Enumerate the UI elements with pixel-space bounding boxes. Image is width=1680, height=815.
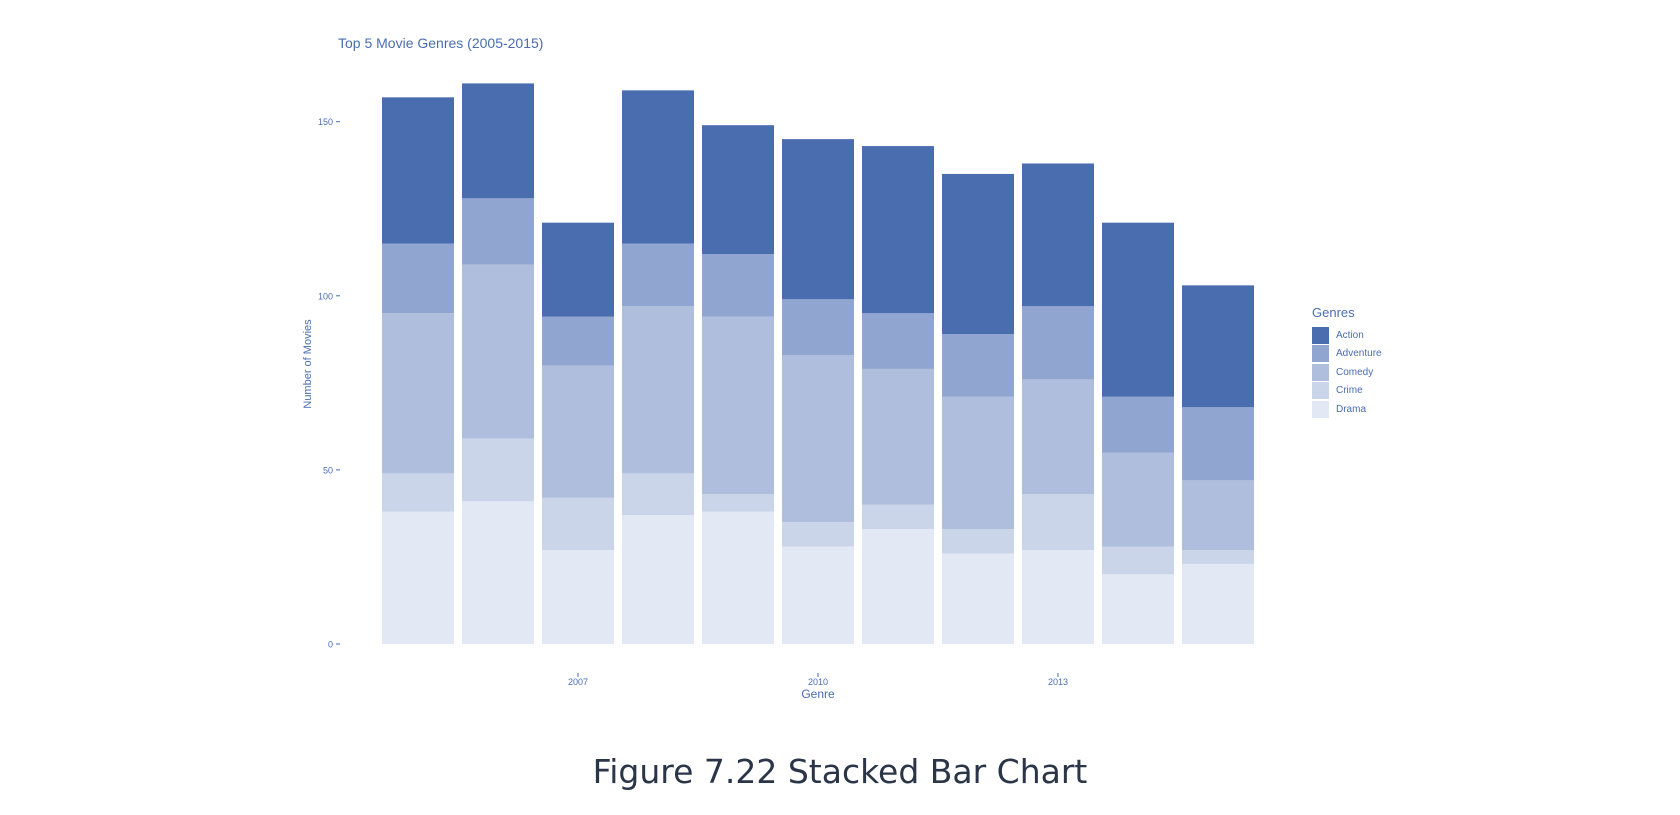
- bar-segment-comedy-2009: [702, 316, 774, 495]
- stacked-bar-chart: Top 5 Movie Genres (2005-2015) Number of…: [302, 35, 1254, 701]
- y-tick-label: 50: [323, 465, 333, 475]
- bar-segment-drama-2014: [1102, 574, 1174, 644]
- legend-items: Action Adventure Comedy Crime Drama: [1312, 326, 1382, 419]
- figure-caption: Figure 7.22 Stacked Bar Chart: [592, 752, 1088, 791]
- bar-segment-comedy-2013: [1022, 379, 1094, 495]
- x-tick-label: 2007: [568, 677, 588, 687]
- legend-label: Action: [1336, 329, 1364, 341]
- legend-label: Drama: [1336, 403, 1367, 415]
- legend-swatch: [1312, 363, 1329, 381]
- bar-segment-adventure-2014: [1102, 396, 1174, 453]
- bar-segment-drama-2009: [702, 511, 774, 644]
- legend-swatch: [1312, 400, 1329, 418]
- bar-segment-action-2009: [702, 125, 774, 255]
- bar-segment-action-2008: [622, 90, 694, 244]
- bar-segment-action-2010: [782, 139, 854, 300]
- bars-group: [382, 83, 1254, 644]
- legend: Genres Action Adventure Comedy Crime Drama: [1312, 305, 1382, 419]
- bar-segment-drama-2015: [1182, 563, 1254, 644]
- x-axis-label: Genre: [801, 687, 835, 701]
- bar-segment-adventure-2009: [702, 254, 774, 317]
- legend-item-adventure[interactable]: Adventure: [1312, 345, 1382, 364]
- bar-segment-adventure-2013: [1022, 306, 1094, 380]
- bar-segment-drama-2013: [1022, 549, 1094, 644]
- bar-segment-adventure-2011: [862, 313, 934, 369]
- legend-swatch: [1312, 345, 1329, 363]
- bar-segment-crime-2007: [542, 497, 614, 550]
- y-tick-label: 0: [328, 640, 333, 650]
- bar-segment-crime-2014: [1102, 546, 1174, 575]
- bar-segment-comedy-2015: [1182, 480, 1254, 550]
- legend-label: Crime: [1336, 385, 1363, 397]
- y-axis: 0 50 100 150: [318, 117, 340, 650]
- legend-title: Genres: [1312, 305, 1355, 320]
- bar-segment-crime-2010: [782, 522, 854, 547]
- bar-segment-adventure-2006: [462, 198, 534, 265]
- bar-segment-comedy-2010: [782, 354, 854, 523]
- chart-title: Top 5 Movie Genres (2005-2015): [338, 35, 543, 51]
- bar-segment-action-2013: [1022, 163, 1094, 307]
- bar-segment-drama-2005: [382, 511, 454, 644]
- bar-segment-drama-2006: [462, 501, 534, 644]
- x-axis: 2007 2010 2013: [568, 673, 1068, 687]
- bar-segment-adventure-2015: [1182, 407, 1254, 481]
- y-axis-label: Number of Movies: [302, 319, 314, 409]
- bar-segment-adventure-2008: [622, 243, 694, 307]
- x-tick-label: 2013: [1048, 677, 1068, 687]
- legend-label: Comedy: [1336, 366, 1374, 378]
- legend-item-crime[interactable]: Crime: [1312, 382, 1382, 401]
- bar-segment-crime-2009: [702, 494, 774, 512]
- bar-segment-crime-2011: [862, 504, 934, 530]
- bar-segment-drama-2007: [542, 549, 614, 644]
- bar-segment-crime-2012: [942, 529, 1014, 554]
- bar-segment-crime-2013: [1022, 494, 1094, 550]
- bar-segment-action-2014: [1102, 222, 1174, 397]
- legend-item-drama[interactable]: Drama: [1312, 400, 1382, 419]
- bar-segment-drama-2012: [942, 553, 1014, 644]
- bar-segment-action-2015: [1182, 285, 1254, 408]
- bar-segment-action-2012: [942, 173, 1014, 335]
- bar-segment-action-2005: [382, 97, 454, 244]
- bar-segment-drama-2008: [622, 515, 694, 644]
- bar-segment-crime-2008: [622, 473, 694, 516]
- bar-segment-comedy-2008: [622, 306, 694, 474]
- bar-segment-comedy-2011: [862, 368, 934, 505]
- bar-segment-action-2011: [862, 146, 934, 314]
- bar-segment-adventure-2007: [542, 316, 614, 366]
- bar-segment-adventure-2010: [782, 299, 854, 355]
- bar-segment-drama-2010: [782, 546, 854, 644]
- bar-segment-comedy-2006: [462, 264, 534, 439]
- bar-segment-action-2006: [462, 83, 534, 199]
- bar-segment-action-2007: [542, 222, 614, 317]
- bar-segment-drama-2011: [862, 529, 934, 644]
- bar-segment-adventure-2005: [382, 243, 454, 314]
- bar-segment-comedy-2012: [942, 396, 1014, 530]
- legend-swatch: [1312, 326, 1329, 344]
- legend-item-action[interactable]: Action: [1312, 326, 1382, 345]
- y-tick-label: 150: [318, 117, 333, 127]
- bar-segment-crime-2005: [382, 473, 454, 512]
- bar-segment-adventure-2012: [942, 334, 1014, 397]
- bar-segment-comedy-2005: [382, 313, 454, 474]
- bar-segment-comedy-2014: [1102, 452, 1174, 547]
- bar-segment-crime-2015: [1182, 549, 1254, 564]
- bar-segment-comedy-2007: [542, 365, 614, 498]
- bar-segment-crime-2006: [462, 438, 534, 502]
- y-tick-label: 100: [318, 291, 333, 301]
- legend-swatch: [1312, 382, 1329, 400]
- x-tick-label: 2010: [808, 677, 828, 687]
- legend-label: Adventure: [1336, 348, 1382, 360]
- legend-item-comedy[interactable]: Comedy: [1312, 363, 1382, 382]
